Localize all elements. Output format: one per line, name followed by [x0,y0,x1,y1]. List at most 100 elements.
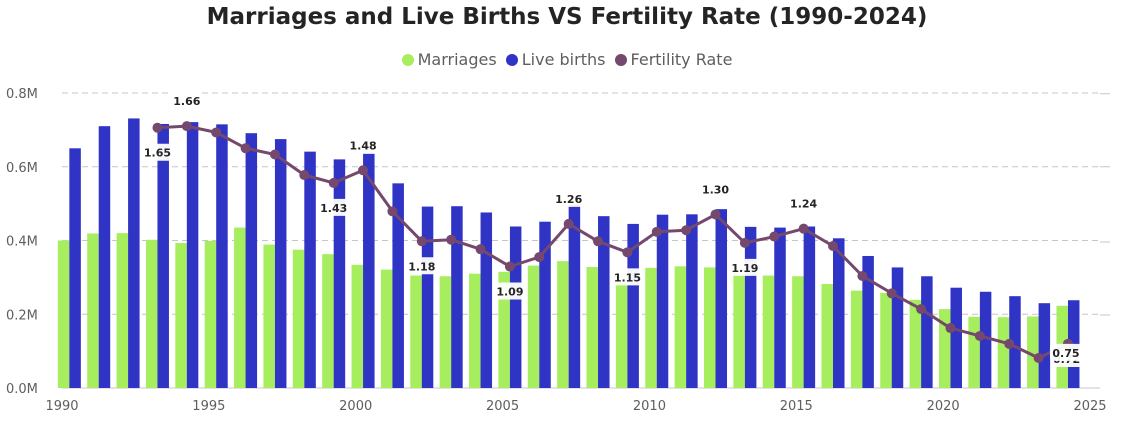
bar-live-births [186,122,199,388]
bar-live-births [833,238,845,388]
fertility-rate-point [152,122,163,133]
x-tick-label: 2025 [1073,399,1106,414]
bar-marriages [968,316,980,388]
bar-marriages [116,233,129,388]
bar-marriages [527,265,540,388]
fertility-rate-point [563,218,574,229]
data-label: 0.75 [1052,347,1079,360]
fertility-rate-point [534,252,545,263]
legend-item-marriages[interactable]: Marriages [401,50,497,69]
fertility-rate-point [974,330,985,341]
bar-marriages [87,233,99,388]
bar-live-births [274,139,287,388]
bar-live-births [1009,296,1021,388]
bar-marriages [674,266,687,388]
fertility-rate-point [857,270,868,281]
bar-marriages [204,240,217,388]
legend-marker-fertility-rate [614,53,627,66]
fertility-rate-point [211,127,222,138]
bar-live-births [128,118,140,388]
data-label-box [170,92,203,110]
fertility-rate-point [328,177,339,188]
bar-live-births [891,267,904,388]
bar-marriages [615,273,628,388]
bar-live-births [950,287,962,388]
fertility-rate-point [1033,353,1044,364]
data-label-box [317,198,350,216]
bar-marriages [733,268,745,388]
bar-marriages [880,292,892,388]
bar-marriages [762,275,775,388]
data-label: 1.15 [614,271,641,284]
data-label: 1.48 [349,139,376,152]
bar-marriages [792,276,804,388]
y-tick-label: 0.2M [6,308,38,323]
legend-item-live-births[interactable]: Live births [505,50,605,69]
bar-live-births [333,159,346,388]
bar-marriages [410,275,422,388]
data-label: 1.09 [496,286,523,299]
fertility-rate-point [828,241,838,252]
bar-live-births [216,124,228,388]
bar-marriages [821,284,833,388]
x-tick-label: 2010 [633,399,666,414]
bar-live-births [363,153,375,388]
fertility-rate-point [1004,338,1015,349]
bar-live-births [568,204,581,388]
fertility-rate-point [916,304,927,315]
data-label: 1.30 [702,183,729,196]
data-label-box [141,143,174,161]
fertility-rate-point [945,323,956,334]
fertility-rate-point [504,261,515,272]
bar-marriages [909,299,922,388]
bar-live-births [480,212,493,388]
bar-live-births [451,206,463,388]
fertility-rate-point [886,288,897,299]
fertility-rate-point [387,206,398,217]
data-label-box [787,194,820,212]
x-tick-label: 2020 [927,399,960,414]
bar-marriages [645,267,657,388]
fertility-rate-point [710,209,721,220]
data-label: 1.19 [731,262,758,275]
data-label-box [493,282,526,300]
data-label: 1.43 [320,202,347,215]
fertility-rate-point [446,234,457,245]
data-label: 1.18 [408,260,435,273]
bar-marriages [439,276,452,388]
fertility-rate-point [240,143,251,154]
fertility-rate-point [358,165,369,176]
bar-marriages [380,269,393,388]
x-tick-label: 1990 [45,399,78,414]
bar-live-births [98,126,111,388]
fertility-rate-point [681,225,692,236]
bar-live-births [598,216,610,388]
data-label: 1.24 [790,198,817,211]
bar-marriages [1027,316,1039,388]
legend-marker-live-births [505,53,518,66]
bar-marriages [704,267,716,388]
fertility-rate-point [798,223,809,234]
bar-live-births [862,255,874,388]
fertility-rate-point [769,231,780,242]
fertility-rate-point [593,236,604,247]
data-label-box [611,268,644,286]
fertility-rate-point [416,236,427,247]
data-label-box [405,257,438,275]
chart-legend: Marriages Live births Fertility Rate [0,50,1134,70]
bar-live-births [744,226,757,388]
bar-live-births [539,221,551,388]
bar-live-births [656,214,669,388]
fertility-rate-point [651,226,662,237]
y-tick-label: 0.4M [6,235,38,250]
legend-item-fertility-rate[interactable]: Fertility Rate [614,50,732,69]
bar-marriages [997,317,1010,388]
bar-live-births [803,226,816,388]
data-label: 1.65 [144,147,171,160]
bar-live-births [979,291,992,388]
bar-live-births [774,227,786,388]
data-label-box [552,189,585,207]
bar-marriages [469,273,481,388]
bar-marriages [322,254,334,388]
bar-live-births [1038,303,1051,388]
